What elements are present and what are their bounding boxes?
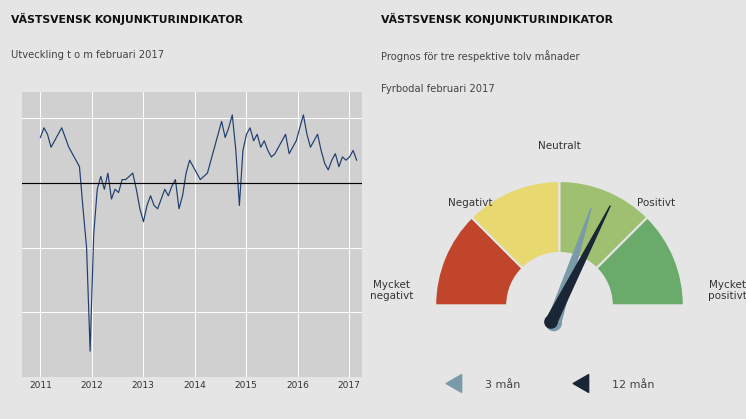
Bar: [373, 305, 746, 374]
Text: Mycket
negativt: Mycket negativt: [370, 279, 413, 301]
Point: [451, 380, 463, 387]
Text: Prognos för tre respektive tolv månader: Prognos för tre respektive tolv månader: [380, 50, 579, 62]
Point: [577, 380, 589, 387]
Circle shape: [546, 316, 561, 331]
Circle shape: [545, 316, 557, 328]
Text: Neutralt: Neutralt: [538, 141, 581, 151]
Wedge shape: [560, 181, 648, 269]
Text: Mycket
positivt: Mycket positivt: [708, 279, 746, 301]
Wedge shape: [596, 217, 684, 305]
Text: Utveckling t o m februari 2017: Utveckling t o m februari 2017: [11, 50, 164, 60]
Text: Fyrbodal februari 2017: Fyrbodal februari 2017: [380, 84, 495, 94]
Text: Positivt: Positivt: [637, 198, 676, 208]
Polygon shape: [548, 208, 591, 325]
Circle shape: [507, 253, 612, 357]
Text: VÄSTSVENSK KONJUNKTURINDIKATOR: VÄSTSVENSK KONJUNKTURINDIKATOR: [380, 13, 612, 25]
Text: 12 mån: 12 mån: [612, 380, 654, 390]
Text: VÄSTSVENSK KONJUNKTURINDIKATOR: VÄSTSVENSK KONJUNKTURINDIKATOR: [11, 13, 243, 25]
Polygon shape: [546, 206, 610, 324]
Wedge shape: [471, 181, 560, 269]
Text: Negativt: Negativt: [448, 198, 492, 208]
Text: 3 mån: 3 mån: [486, 380, 521, 390]
Wedge shape: [435, 217, 523, 305]
